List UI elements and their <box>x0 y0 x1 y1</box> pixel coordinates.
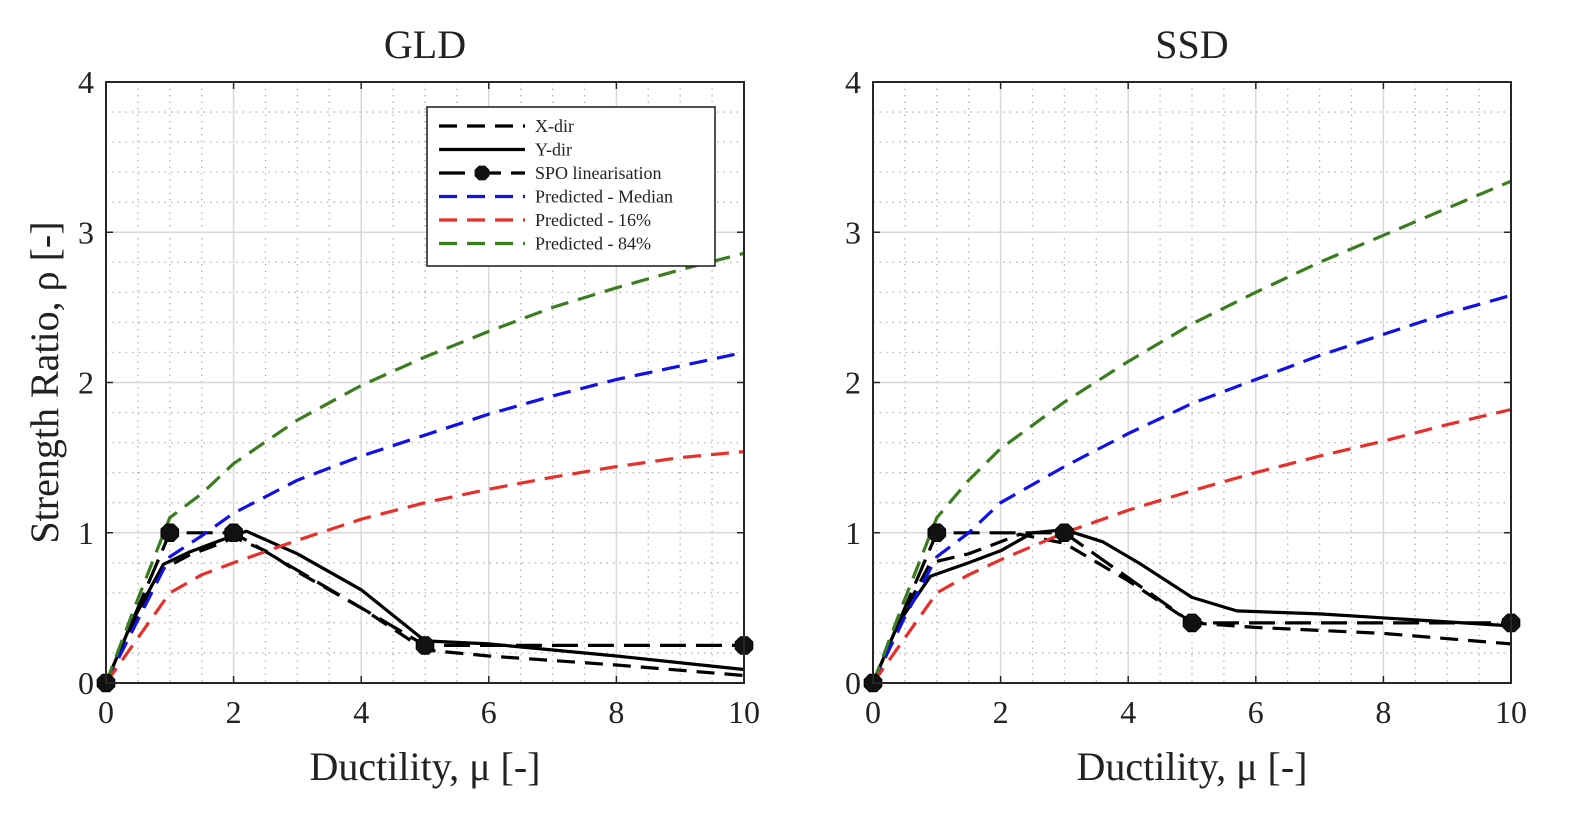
legend-marker <box>474 165 490 181</box>
y-axis-label: Strength Ratio, ρ [-] <box>22 221 67 543</box>
chart-title: GLD <box>384 22 466 67</box>
ticks: 0 2 4 6 8 10 0 1 2 3 4 <box>78 64 760 730</box>
data-point-spo-linearisation <box>160 523 180 542</box>
series-line-x-dir <box>104 535 745 684</box>
chart-panel-gld: 0 2 4 6 8 10 0 1 2 3 4 GLD Ductility, μ [-] Strength … <box>22 22 760 789</box>
series-line-y-dir <box>871 528 1512 684</box>
x-tick-label: 10 <box>728 694 760 730</box>
series-line-predicted-16 <box>871 407 1512 684</box>
y-tick-label: 1 <box>845 515 861 551</box>
y-tick-label: 3 <box>78 214 94 250</box>
y-tick-label: 3 <box>845 214 861 250</box>
y-tick-label: 2 <box>78 365 94 401</box>
legend-entry-label: Predicted - 16% <box>535 210 651 230</box>
legend-entry-label: SPO linearisation <box>535 163 662 183</box>
y-tick-label: 2 <box>845 365 861 401</box>
data-point-spo-linearisation <box>415 636 435 655</box>
x-axis-label: Ductility, μ [-] <box>309 744 540 789</box>
ticks: 0 2 4 6 8 10 0 1 2 3 4 <box>845 64 1527 730</box>
series-group <box>96 251 754 693</box>
data-point-spo-linearisation <box>1182 613 1202 633</box>
y-tick-label: 0 <box>845 665 861 701</box>
y-tick-label: 0 <box>78 665 94 701</box>
legend-entry-label: Predicted - 84% <box>535 234 651 254</box>
x-tick-label: 8 <box>608 694 624 730</box>
series-line-predicted-median <box>104 350 745 684</box>
legend-entry-label: Y-dir <box>535 140 572 160</box>
y-tick-label: 4 <box>845 64 861 100</box>
y-tick-label: 1 <box>78 515 94 551</box>
x-axis-label: Ductility, μ [-] <box>1076 744 1307 789</box>
x-tick-label: 4 <box>1120 694 1136 730</box>
series-line-predicted-84 <box>871 179 1512 684</box>
x-tick-label: 2 <box>993 694 1009 730</box>
series-line-predicted-median <box>871 293 1512 684</box>
data-point-spo-linearisation <box>927 523 947 542</box>
y-tick-label: 4 <box>78 64 94 100</box>
series-line-x-dir <box>871 532 1512 684</box>
x-tick-label: 10 <box>1495 694 1527 730</box>
x-tick-label: 6 <box>1248 694 1264 730</box>
legend: X-dir Y-dir SPO linearisation Predicted - M… <box>426 106 716 267</box>
data-point-spo-linearisation <box>1055 523 1074 542</box>
x-tick-label: 6 <box>481 694 497 730</box>
x-tick-label: 4 <box>353 694 369 730</box>
chart-title: SSD <box>1155 22 1228 67</box>
legend-box <box>426 106 716 267</box>
x-tick-label: 2 <box>226 694 242 730</box>
legend-entry-label: Predicted - Median <box>535 187 673 207</box>
data-point-spo-linearisation <box>224 523 243 542</box>
series-group <box>863 179 1521 693</box>
x-tick-label: 0 <box>865 694 881 730</box>
x-tick-label: 0 <box>98 694 114 730</box>
chart-panel-ssd: 0 2 4 6 8 10 0 1 2 3 4 SSD Ductility, μ [-] <box>845 22 1527 789</box>
series-line-y-dir <box>104 529 745 684</box>
series-line-predicted-16 <box>104 450 745 684</box>
x-tick-label: 8 <box>1375 694 1391 730</box>
legend-entry-label: X-dir <box>535 116 574 136</box>
series-line-predicted-84 <box>104 251 745 684</box>
